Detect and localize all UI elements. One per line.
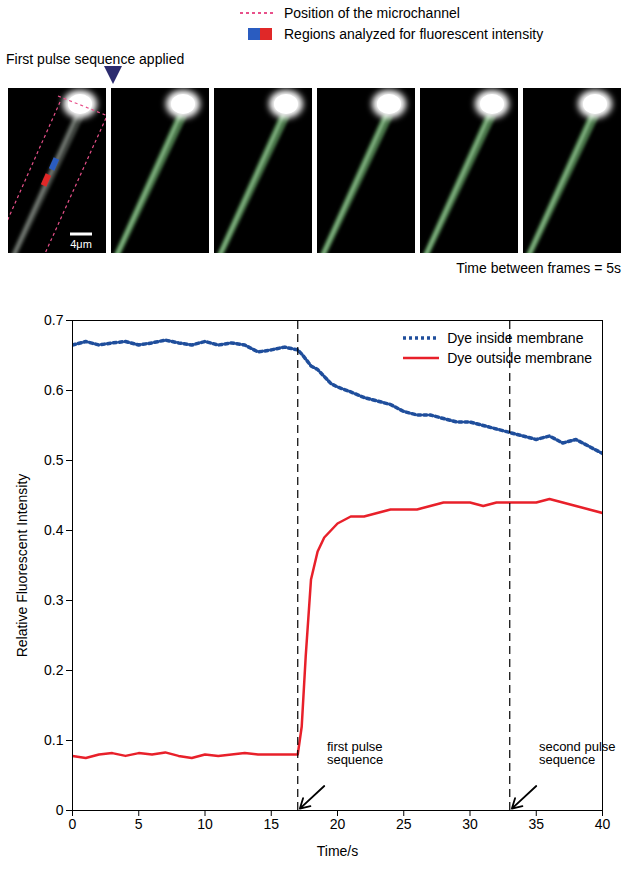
svg-text:5: 5 [135,816,143,832]
svg-text:15: 15 [263,816,279,832]
svg-text:4μm: 4μm [70,238,92,250]
svg-text:0.1: 0.1 [44,732,64,748]
svg-text:First pulse sequence applied: First pulse sequence applied [6,51,184,67]
svg-text:40: 40 [595,816,611,832]
svg-text:first pulsesequence: first pulsesequence [327,739,383,767]
svg-text:Position of the microchannel: Position of the microchannel [284,5,460,21]
svg-text:0.7: 0.7 [44,312,64,328]
svg-text:10: 10 [197,816,213,832]
svg-text:20: 20 [330,816,346,832]
html-text:Dye inside membrane: Dye inside membrane [447,330,584,346]
svg-text:30: 30 [462,816,478,832]
svg-text:0: 0 [69,816,77,832]
svg-text:0.6: 0.6 [44,382,64,398]
svg-text:0.5: 0.5 [44,452,64,468]
svg-text:Time between frames = 5s: Time between frames = 5s [456,260,621,276]
html-text:Dye outside membrane: Dye outside membrane [447,350,592,366]
svg-text:0.4: 0.4 [44,522,64,538]
svg-text:second pulsesequence: second pulsesequence [539,739,616,767]
svg-text:Time/s: Time/s [317,843,358,859]
svg-text:0: 0 [56,802,64,818]
svg-text:0.3: 0.3 [44,592,64,608]
svg-text:0.2: 0.2 [44,662,64,678]
svg-text:Regions analyzed for fluoresce: Regions analyzed for fluorescent intensi… [284,26,543,42]
svg-text:25: 25 [396,816,412,832]
svg-text:35: 35 [528,816,544,832]
svg-text:Relative Fluorescent Intensity: Relative Fluorescent Intensity [14,474,30,658]
